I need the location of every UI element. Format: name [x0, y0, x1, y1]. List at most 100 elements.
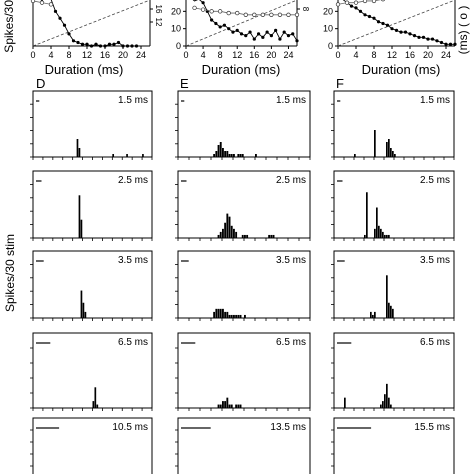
histogram-frame — [177, 417, 311, 474]
top-latency-point — [294, 12, 300, 17]
top-spikes-point — [67, 32, 71, 36]
top-latency-point — [260, 12, 265, 17]
stimulus-duration-label: 2.5 ms — [276, 175, 306, 186]
histogram-bar — [233, 314, 235, 318]
top-spikes-point — [214, 21, 218, 26]
top-spikes-point — [399, 30, 403, 34]
histogram-bar — [237, 314, 240, 318]
histogram-bar — [224, 151, 227, 157]
histogram-panel-r3-c3: 3.5 ms — [331, 250, 455, 321]
histogram-bar — [222, 401, 224, 408]
top-spikes-point — [244, 34, 248, 38]
top-spikes-point — [439, 40, 444, 45]
stimulus-duration-label: 2.5 ms — [118, 175, 148, 186]
top-latency-point — [243, 12, 248, 17]
top-spikes-point — [62, 23, 67, 27]
top-spikes-point — [134, 44, 139, 48]
top-spikes-point — [103, 44, 107, 48]
histogram-bar — [388, 139, 390, 157]
histogram-bar — [354, 154, 356, 157]
top-spikes-point — [80, 42, 85, 46]
histogram-panel-r3-c1: 3.5 ms — [30, 250, 153, 321]
histogram-bar — [376, 207, 378, 238]
histogram-bar — [390, 305, 392, 318]
top-spikes-point — [372, 16, 376, 20]
top-spikes-point — [218, 25, 222, 29]
top-spikes-point — [112, 42, 116, 46]
top-y-tick-label: 20 — [323, 6, 333, 16]
histogram-bar — [230, 314, 233, 318]
top-spikes-point — [130, 44, 134, 48]
histogram-bar — [270, 234, 273, 238]
top-spikes-point — [408, 32, 412, 36]
top-latency-point — [381, 0, 385, 2]
histogram-panel-r1-c2: 1.5 ms — [175, 90, 311, 160]
histogram-bar — [228, 314, 231, 318]
top-y-tick-label: 0 — [176, 41, 181, 51]
top-spikes-point — [231, 30, 235, 34]
histogram-bar — [364, 234, 366, 238]
top-spikes-point — [381, 21, 385, 26]
top-latency-point — [226, 10, 231, 16]
top-latency-point — [277, 12, 283, 17]
histogram-panel-r3-c2: 3.5 ms — [175, 250, 311, 321]
histogram-panel-r5-c2: 13.5 ms — [175, 417, 311, 474]
histogram-panel-r5-c1: 10.5 ms — [30, 417, 153, 474]
stimulus-duration-label: 13.5 ms — [270, 422, 306, 433]
histogram-bar — [380, 404, 382, 408]
top-latency-point — [269, 12, 274, 17]
top-x-tick-label: 16 — [249, 50, 259, 60]
top-spikes-point — [98, 44, 103, 48]
top-spikes-point — [403, 30, 408, 34]
histogram-bar — [378, 225, 380, 238]
top-x-tick-label: 4 — [48, 50, 53, 60]
histogram-bar — [392, 151, 394, 157]
histogram-panel-r2-c2: 2.5 ms — [175, 170, 311, 241]
top-spikes-point — [53, 9, 58, 13]
histogram-bar — [84, 311, 87, 318]
histogram-bar — [215, 151, 218, 157]
histogram-bar — [372, 314, 374, 318]
top-xlabel-c: Duration (ms) — [362, 62, 441, 77]
histogram-bar — [226, 311, 229, 318]
top-latency-point — [286, 12, 291, 17]
histogram-bar — [215, 308, 218, 318]
top-spikes-point — [58, 16, 62, 20]
top-spikes-point — [71, 39, 76, 43]
top-spikes-point — [435, 39, 439, 43]
top-spikes-point — [412, 34, 417, 38]
histogram-frame — [32, 417, 153, 474]
top-spikes-point — [354, 6, 358, 10]
histogram-bar — [235, 404, 238, 408]
top-spikes-point — [363, 13, 367, 17]
histogram-bar — [217, 308, 220, 318]
histogram-bar — [226, 213, 229, 238]
stimulus-duration-label: 6.5 ms — [118, 337, 148, 348]
column-label-f: F — [336, 76, 344, 91]
top-spikes-point — [265, 30, 269, 34]
top-latency-point — [192, 5, 197, 11]
top-latency-point — [48, 2, 54, 7]
histogram-panel-r1-c3: 1.5 ms — [331, 90, 455, 160]
top-spikes-point — [448, 42, 453, 46]
histogram-bar — [228, 154, 231, 157]
top-y-tick-label: 10 — [171, 24, 181, 34]
histogram-bar — [233, 154, 235, 157]
histogram-bar — [213, 154, 216, 157]
histogram-bar — [370, 311, 372, 318]
histogram-bar — [386, 383, 388, 408]
histogram-bar — [382, 231, 384, 238]
top-y-right-tick-label: 16 — [154, 5, 163, 14]
histogram-bar — [230, 225, 233, 238]
histogram-panel-r4-c1: 6.5 ms — [30, 332, 153, 411]
histogram-bar — [235, 314, 238, 318]
histogram-bar — [228, 216, 231, 238]
top-spikes-point — [210, 18, 214, 22]
top-x-tick-label: 12 — [82, 50, 92, 60]
histogram-bar — [226, 397, 229, 408]
histogram-bar — [112, 154, 115, 157]
top-spikes-point — [358, 9, 363, 13]
histogram-bar — [366, 192, 368, 238]
top-y-tick-label: 10 — [323, 24, 333, 34]
column-label-d: D — [36, 76, 45, 91]
